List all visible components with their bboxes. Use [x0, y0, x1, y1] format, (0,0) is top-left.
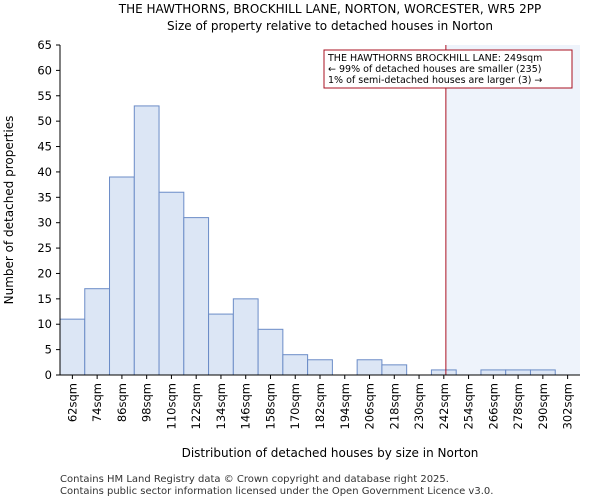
- y-tick-label: 60: [37, 63, 52, 77]
- y-tick-label: 5: [45, 343, 52, 357]
- annotation-line-3: 1% of semi-detached houses are larger (3…: [328, 75, 542, 86]
- chart-subtitle: Size of property relative to detached ho…: [167, 19, 493, 33]
- footer-line-2: Contains public sector information licen…: [60, 486, 493, 497]
- x-tick-label: 230sqm: [412, 383, 426, 429]
- y-tick-label: 30: [37, 216, 52, 230]
- x-tick-label: 86sqm: [115, 383, 129, 422]
- x-tick-label: 302sqm: [561, 383, 575, 429]
- bar-242sqm: [430, 369, 457, 376]
- bar-290sqm: [529, 369, 556, 376]
- bar-98sqm: [133, 105, 160, 376]
- y-tick-label: 45: [37, 140, 52, 154]
- bar-170sqm: [282, 354, 309, 376]
- y-tick-label: 55: [37, 89, 52, 103]
- chart-title: THE HAWTHORNS, BROCKHILL LANE, NORTON, W…: [118, 2, 541, 16]
- bar-134sqm: [208, 313, 234, 376]
- x-tick-label: 194sqm: [338, 383, 352, 429]
- bar-278sqm: [505, 369, 531, 376]
- bar-86sqm: [109, 176, 135, 376]
- annotation-line-2: ← 99% of detached houses are smaller (23…: [328, 64, 541, 75]
- x-tick-label: 266sqm: [486, 383, 500, 429]
- x-tick-label: 62sqm: [65, 383, 79, 422]
- highlight-region: [445, 45, 580, 375]
- x-axis-label: Distribution of detached houses by size …: [182, 446, 479, 460]
- bar-122sqm: [183, 217, 210, 376]
- footer-line-1: Contains HM Land Registry data © Crown c…: [60, 474, 449, 485]
- bars-group: [59, 105, 556, 376]
- bar-146sqm: [232, 298, 259, 376]
- y-tick-label: 15: [37, 292, 52, 306]
- bar-158sqm: [257, 328, 284, 376]
- x-tick-label: 254sqm: [462, 383, 476, 429]
- y-tick-label: 25: [37, 241, 52, 255]
- y-tick-label: 10: [37, 317, 52, 331]
- bar-182sqm: [307, 359, 333, 376]
- x-tick-label: 206sqm: [363, 383, 377, 429]
- x-tick-label: 134sqm: [214, 383, 228, 429]
- annotation-frame: [323, 49, 573, 89]
- y-ticks: 0 5 10 15 20 25 30 35 40 45 50 55 60 65: [37, 38, 60, 382]
- y-tick-label: 20: [37, 266, 52, 280]
- x-tick-label: 158sqm: [263, 383, 277, 429]
- bar-110sqm: [158, 191, 185, 376]
- bar-206sqm: [356, 359, 383, 376]
- x-tick-label: 170sqm: [288, 383, 302, 429]
- x-tick-label: 242sqm: [437, 383, 451, 429]
- y-tick-label: 0: [45, 368, 52, 382]
- y-tick-label: 35: [37, 190, 52, 204]
- x-tick-label: 110sqm: [164, 383, 178, 429]
- bar-266sqm: [480, 369, 507, 376]
- annotation-line-1: THE HAWTHORNS BROCKHILL LANE: 249sqm: [327, 53, 542, 64]
- y-tick-label: 65: [37, 38, 52, 52]
- x-tick-label: 182sqm: [313, 383, 327, 429]
- bar-62sqm: [59, 318, 86, 376]
- bar-74sqm: [84, 288, 111, 376]
- annotation-box: THE HAWTHORNS BROCKHILL LANE: 249sqm ← 9…: [323, 49, 573, 89]
- x-ticks: 62sqm 74sqm 86sqm 98sqm 110sqm 122sqm 134sqm 14…: [65, 375, 575, 429]
- x-tick-label: 278sqm: [511, 383, 525, 429]
- y-axis-label: Number of detached properties: [2, 116, 16, 305]
- x-tick-label: 98sqm: [140, 383, 154, 422]
- x-tick-label: 290sqm: [536, 383, 550, 429]
- x-tick-label: 122sqm: [189, 383, 203, 429]
- x-tick-label: 146sqm: [239, 383, 253, 429]
- x-tick-label: 218sqm: [387, 383, 401, 429]
- y-tick-label: 40: [37, 165, 52, 179]
- x-tick-label: 74sqm: [90, 383, 104, 422]
- y-tick-label: 50: [37, 114, 52, 128]
- bar-218sqm: [381, 364, 408, 376]
